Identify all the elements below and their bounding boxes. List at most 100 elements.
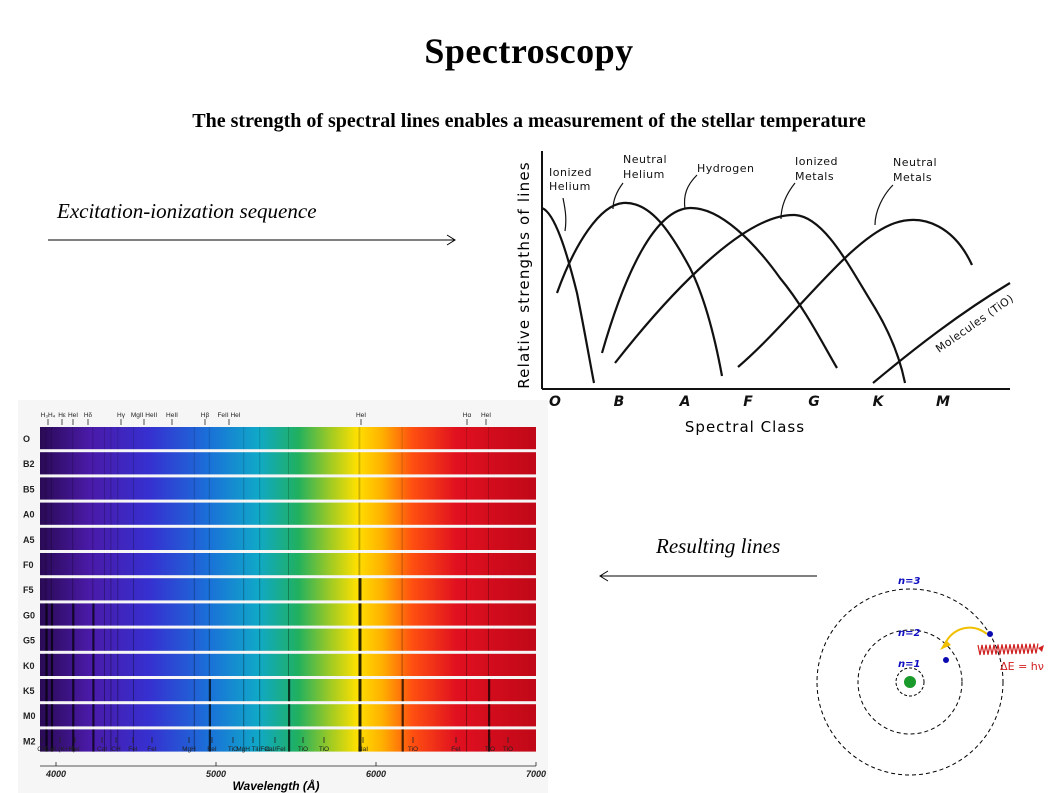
absorption-line bbox=[50, 704, 54, 727]
absorption-line bbox=[193, 603, 195, 626]
absorption-line bbox=[488, 704, 491, 727]
absorption-line bbox=[92, 679, 95, 702]
absorption-line bbox=[50, 603, 54, 626]
label-pointer-4 bbox=[874, 184, 894, 226]
absorption-line bbox=[104, 603, 105, 626]
absorption-line bbox=[117, 477, 119, 500]
bottom-label-3: CaI bbox=[97, 746, 107, 753]
absorption-line bbox=[50, 502, 52, 525]
wavelength-axis-title: Wavelength (Å) bbox=[232, 779, 319, 793]
absorption-line bbox=[92, 527, 94, 550]
absorption-line bbox=[259, 527, 261, 550]
absorption-line bbox=[359, 679, 362, 702]
absorption-line bbox=[259, 553, 261, 576]
wavelength-tick-label-7000: 7000 bbox=[526, 769, 546, 779]
absorption-line bbox=[117, 553, 119, 576]
curve-neutral-helium bbox=[555, 201, 724, 377]
y-axis-label: Relative strengths of lines bbox=[515, 161, 533, 389]
absorption-line bbox=[358, 427, 360, 450]
x-tick-O: O bbox=[549, 394, 561, 410]
absorption-line bbox=[50, 527, 52, 550]
absorption-line bbox=[104, 427, 105, 450]
curve-neutral-metals bbox=[737, 218, 973, 368]
absorption-line bbox=[50, 452, 52, 475]
level-label-n2: n=2 bbox=[898, 628, 920, 639]
absorption-line bbox=[259, 427, 261, 450]
absorption-line bbox=[50, 578, 52, 601]
transition-arrowhead bbox=[940, 640, 951, 650]
absorption-line bbox=[466, 704, 468, 727]
absorption-line bbox=[466, 628, 468, 651]
absorption-line bbox=[72, 679, 75, 702]
absorption-line bbox=[92, 704, 95, 727]
absorption-line bbox=[359, 603, 362, 626]
absorption-line bbox=[104, 653, 105, 676]
spectral-type-B2: B2 bbox=[23, 459, 35, 469]
x-tick-A: A bbox=[679, 394, 691, 410]
absorption-line bbox=[132, 477, 134, 500]
nucleus bbox=[904, 676, 916, 688]
bottom-label-15: TiO bbox=[408, 746, 418, 753]
absorption-line bbox=[401, 427, 403, 450]
absorption-line bbox=[288, 679, 291, 702]
spectral-type-A5: A5 bbox=[23, 535, 35, 545]
absorption-line bbox=[117, 452, 119, 475]
spectra-rows: O B2 B5 A0 A5 F0 F5 G0 G5 K0 K5 M0 M2 bbox=[23, 427, 536, 752]
absorption-line bbox=[243, 527, 245, 550]
electron-upper bbox=[987, 631, 993, 637]
x-tick-F: F bbox=[743, 394, 753, 410]
line-strength-chart: Relative strengths of lines Spectral Cla… bbox=[515, 151, 1016, 436]
absorption-line bbox=[243, 704, 245, 727]
absorption-line bbox=[45, 477, 47, 500]
absorption-line bbox=[466, 653, 468, 676]
absorption-line bbox=[92, 427, 94, 450]
absorption-line bbox=[208, 603, 210, 626]
absorption-line bbox=[45, 502, 47, 525]
absorption-line bbox=[110, 653, 112, 676]
absorption-line bbox=[110, 679, 112, 702]
absorption-line bbox=[243, 603, 245, 626]
absorption-line bbox=[104, 578, 105, 601]
absorption-line bbox=[359, 427, 361, 450]
spectral-type-F5: F5 bbox=[23, 585, 34, 595]
arrow-left-icon bbox=[599, 570, 817, 582]
absorption-line bbox=[110, 527, 112, 550]
absorption-line bbox=[208, 427, 210, 450]
absorption-line bbox=[104, 729, 105, 752]
absorption-line bbox=[401, 578, 403, 601]
absorption-line bbox=[259, 704, 261, 727]
absorption-line bbox=[132, 578, 134, 601]
slide-subtitle: The strength of spectral lines enables a… bbox=[192, 110, 866, 132]
absorption-line bbox=[358, 502, 360, 525]
spectral-type-G0: G0 bbox=[23, 610, 35, 620]
absorption-line bbox=[72, 653, 75, 676]
absorption-line bbox=[72, 527, 74, 550]
absorption-line bbox=[45, 679, 48, 702]
absorption-line bbox=[132, 653, 134, 676]
absorption-line bbox=[259, 502, 261, 525]
absorption-line bbox=[110, 553, 112, 576]
absorption-line bbox=[358, 553, 360, 576]
absorption-line bbox=[259, 477, 261, 500]
absorption-line bbox=[45, 553, 47, 576]
x-tick-B: B bbox=[614, 394, 625, 410]
label-pointer-3 bbox=[780, 182, 796, 220]
bottom-label-5: FeI bbox=[128, 746, 138, 753]
absorption-line bbox=[92, 452, 94, 475]
orbit-n1 bbox=[895, 667, 925, 697]
absorption-line bbox=[193, 452, 195, 475]
absorption-line bbox=[132, 553, 134, 576]
absorption-line bbox=[50, 653, 54, 676]
absorption-line bbox=[401, 704, 404, 727]
absorption-line bbox=[488, 603, 489, 626]
absorption-line bbox=[72, 704, 75, 727]
x-tick-K: K bbox=[873, 394, 885, 410]
series-label-5-0: Molecules (TiO) bbox=[933, 292, 1016, 356]
absorption-line bbox=[401, 553, 403, 576]
absorption-line bbox=[110, 578, 112, 601]
spectrum-row-O bbox=[40, 427, 536, 450]
absorption-line bbox=[110, 427, 112, 450]
label-pointer-0 bbox=[562, 197, 567, 232]
absorption-line bbox=[488, 502, 489, 525]
